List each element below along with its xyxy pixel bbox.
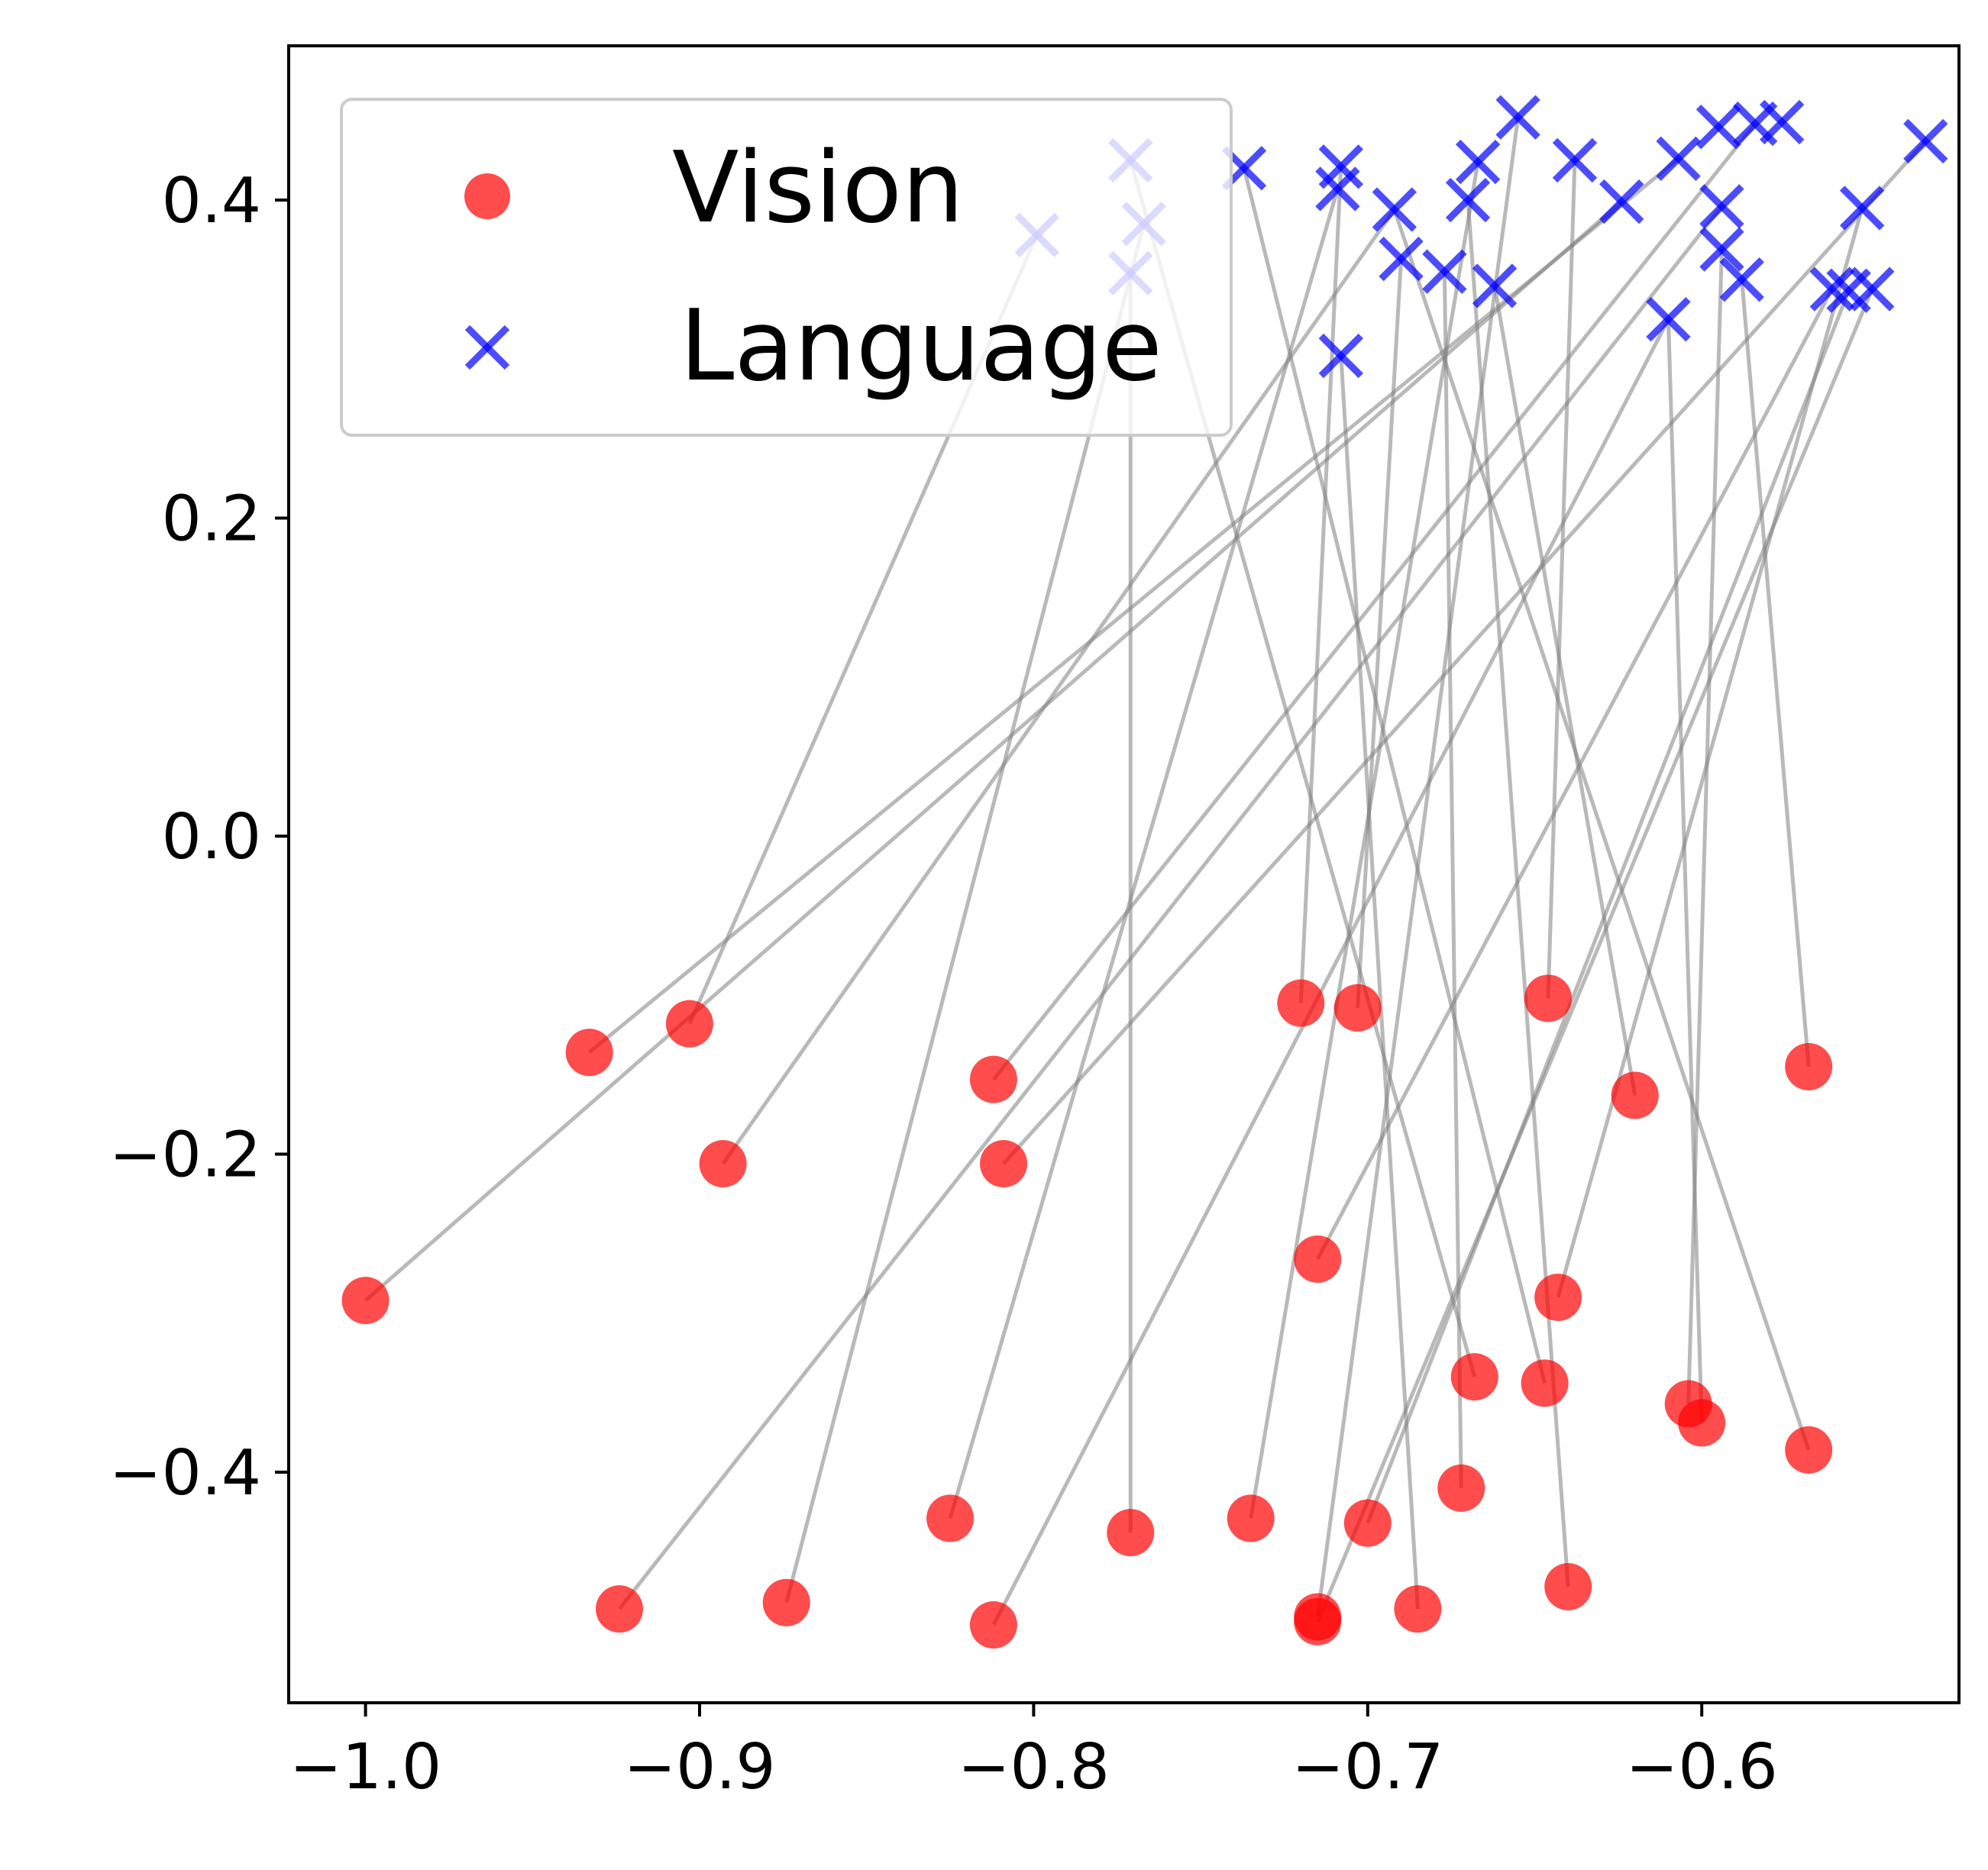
vision-point <box>1294 1235 1342 1283</box>
y-tick-label: −0.2 <box>109 1119 261 1192</box>
connection-line <box>1556 207 1864 1298</box>
language-point <box>1839 186 1885 231</box>
vision-point <box>1678 1399 1726 1447</box>
vision-point <box>762 1578 810 1626</box>
legend-marker-vision <box>464 173 510 219</box>
x-tick-label: −0.9 <box>623 1731 775 1804</box>
connection-line <box>1298 166 1343 1003</box>
language-point <box>1599 179 1644 224</box>
vision-point <box>1437 1464 1485 1512</box>
language-point <box>1695 105 1741 150</box>
vision-point <box>1544 1562 1592 1610</box>
x-axis: −1.0 −0.9 −0.8 −0.7 −0.6 <box>289 1703 1778 1804</box>
language-point <box>1455 139 1501 185</box>
vision-point <box>969 1600 1017 1649</box>
vision-point <box>969 1055 1017 1103</box>
vision-point <box>665 1000 713 1048</box>
legend-box <box>340 98 1233 437</box>
connection-line <box>618 205 1724 1610</box>
vision-point <box>1277 979 1325 1027</box>
language-point <box>1552 137 1598 183</box>
language-point <box>1646 297 1691 342</box>
connection-line <box>1242 167 1547 1384</box>
connection-lines <box>364 117 1928 1626</box>
connection-line <box>991 122 1757 1081</box>
connection-line <box>1666 319 1704 1423</box>
connection-line <box>1315 288 1834 1261</box>
vision-point <box>1394 1585 1442 1633</box>
vision-point <box>1785 1426 1833 1474</box>
connection-line <box>1356 258 1404 1009</box>
y-axis: 0.4 0.2 0.0 −0.2 −0.4 <box>109 165 289 1510</box>
vision-point <box>1524 974 1572 1022</box>
connection-line <box>1740 279 1811 1067</box>
connection-line <box>1392 208 1811 1451</box>
language-point <box>1759 99 1805 145</box>
connection-line <box>721 208 1396 1165</box>
x-tick-label: −0.7 <box>1291 1731 1443 1804</box>
vision-point <box>926 1494 975 1542</box>
vision-point <box>699 1140 747 1188</box>
connection-line <box>1339 355 1420 1610</box>
language-point <box>1379 236 1424 282</box>
connection-line <box>1492 286 1637 1096</box>
y-tick-label: 0.0 <box>162 801 261 874</box>
x-tick-label: −1.0 <box>289 1731 441 1804</box>
language-point <box>1719 257 1764 302</box>
plot-frame <box>287 44 1961 1704</box>
language-point <box>1372 187 1417 232</box>
vision-point <box>1107 1509 1155 1557</box>
vision-point <box>596 1585 644 1633</box>
vision-point <box>1333 983 1382 1032</box>
vision-point <box>565 1029 613 1077</box>
vision-point <box>1611 1071 1659 1119</box>
vision-point <box>1343 1499 1392 1547</box>
legend-label-vision: Vision <box>672 131 964 245</box>
language-point <box>1850 266 1895 312</box>
legend: Vision Language <box>340 98 1233 437</box>
language-point <box>1472 263 1518 308</box>
connection-line <box>784 223 1146 1604</box>
language-point <box>1699 227 1744 272</box>
connection-line <box>1442 271 1463 1488</box>
connection-line <box>1002 140 1928 1165</box>
vision-point <box>1785 1042 1833 1090</box>
language-point <box>1903 118 1948 164</box>
language-point <box>1318 333 1363 379</box>
vision-point <box>1450 1353 1498 1401</box>
y-tick-label: −0.4 <box>109 1437 261 1510</box>
language-point <box>1809 266 1854 312</box>
connection-line <box>364 200 1623 1303</box>
language-point <box>1315 166 1360 212</box>
connection-line <box>1546 160 1577 999</box>
connection-line <box>1249 161 1480 1519</box>
vision-point <box>341 1277 390 1325</box>
language-point <box>1495 95 1540 140</box>
vision-point <box>1294 1597 1342 1646</box>
connection-line <box>1366 289 1851 1524</box>
vision-series <box>341 974 1833 1649</box>
legend-label-language: Language <box>680 289 1162 403</box>
language-point <box>1422 249 1467 294</box>
x-tick-label: −0.8 <box>958 1731 1110 1804</box>
legend-marker-language <box>464 325 510 370</box>
language-point <box>1699 184 1744 229</box>
connection-line <box>948 188 1340 1520</box>
language-point <box>1445 177 1491 223</box>
y-tick-label: 0.2 <box>162 483 261 556</box>
connection-line <box>1466 199 1570 1587</box>
connection-line <box>1315 288 1874 1623</box>
connection-line <box>991 318 1670 1626</box>
vision-point <box>1521 1359 1569 1407</box>
vision-point <box>980 1140 1028 1188</box>
language-point <box>1656 136 1701 182</box>
y-tick-label: 0.4 <box>162 165 261 237</box>
vision-point <box>1534 1273 1582 1321</box>
vision-point <box>1227 1494 1275 1542</box>
x-tick-label: −0.6 <box>1626 1731 1778 1804</box>
